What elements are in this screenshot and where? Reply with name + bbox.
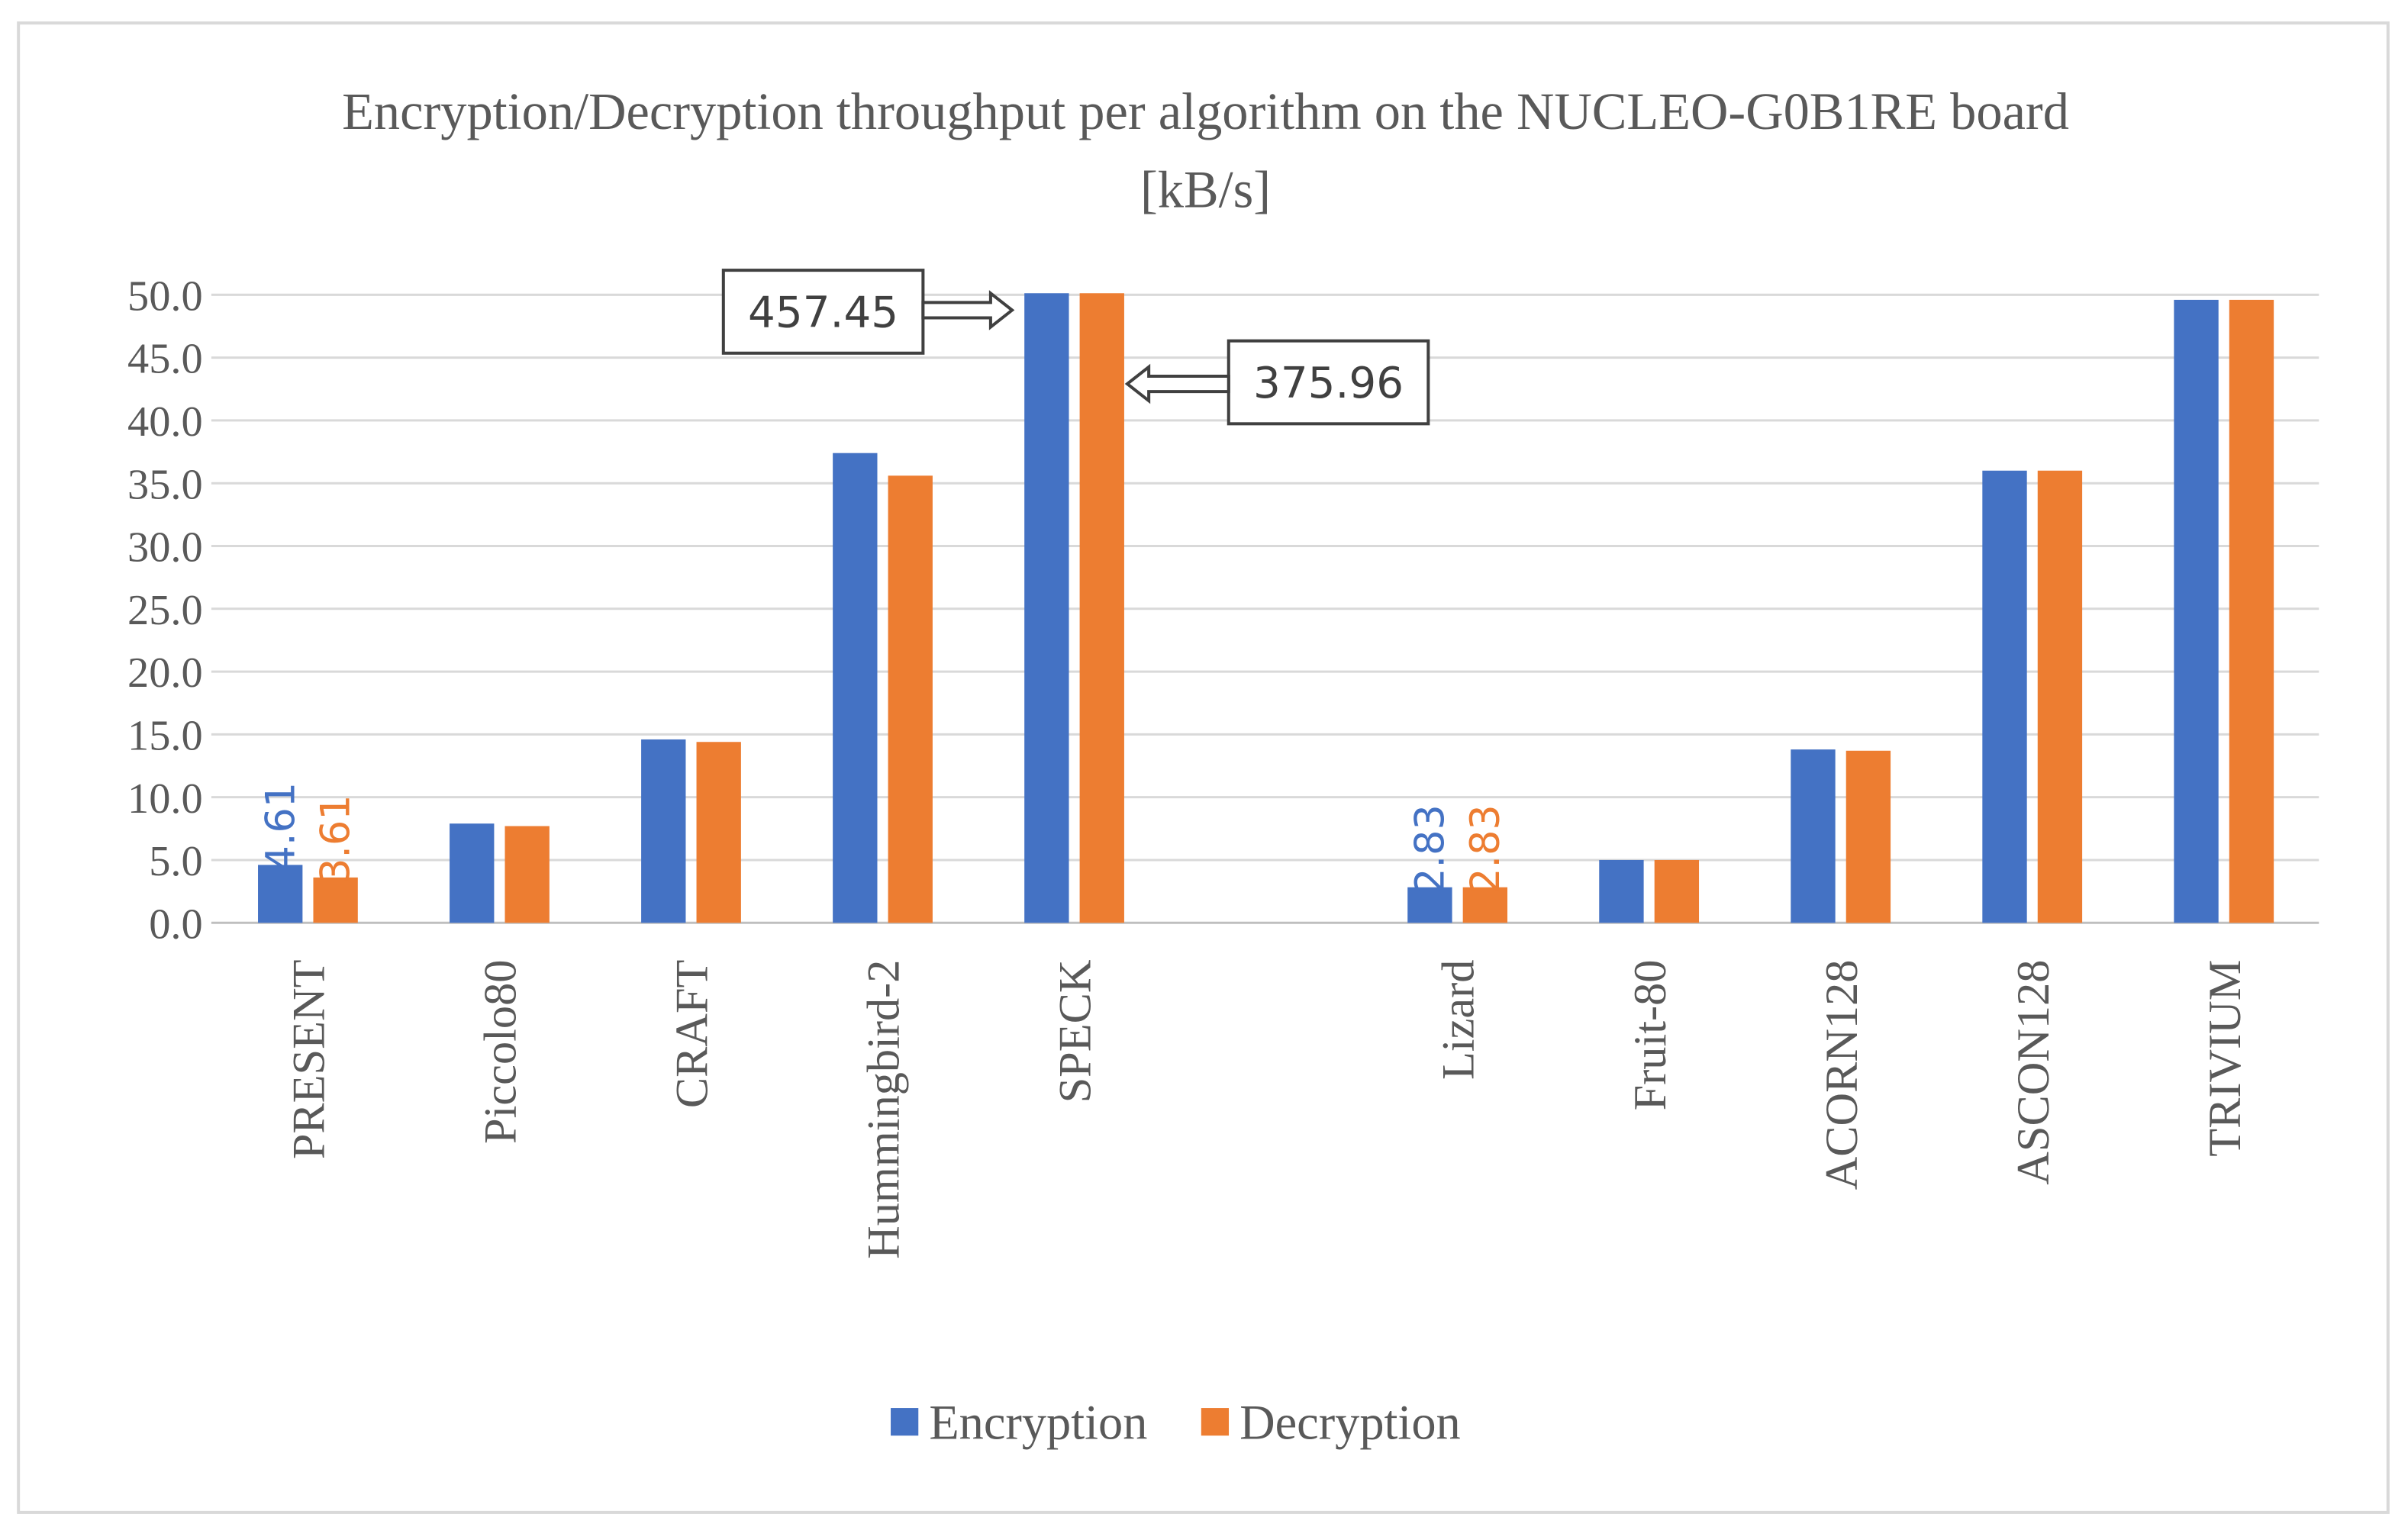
callout-arrow — [1124, 363, 1230, 404]
y-tick-label: 0.0 — [149, 900, 202, 948]
bar — [1079, 293, 1124, 923]
y-tick-label: 45.0 — [127, 336, 203, 383]
x-tick-label: TRIVIUM — [2200, 960, 2251, 1157]
data-label: 2.83 — [1462, 804, 1509, 893]
chart-border — [17, 21, 2390, 1514]
callout-box — [1227, 339, 1430, 426]
bar — [1407, 887, 1452, 923]
x-tick-label: Piccolo80 — [475, 960, 527, 1144]
x-tick-label: ASCON128 — [2008, 960, 2059, 1185]
y-tick-label: 10.0 — [127, 775, 203, 823]
x-tick-label: PRESENT — [284, 960, 335, 1160]
bar — [504, 826, 550, 923]
legend-label: Encryption — [929, 1395, 1147, 1449]
y-tick-label: 15.0 — [127, 712, 203, 759]
chart-title: Encryption/Decryption throughput per alg… — [342, 84, 2069, 220]
y-tick-label: 25.0 — [127, 587, 203, 634]
y-tick-label: 40.0 — [127, 398, 203, 446]
data-label: 457.45 — [748, 288, 898, 338]
legend-label: Decryption — [1239, 1395, 1461, 1449]
bar — [888, 475, 933, 923]
callout-box — [721, 269, 925, 355]
bar — [833, 453, 878, 923]
y-tick-label: 20.0 — [127, 649, 203, 697]
bar — [2229, 299, 2274, 923]
bar — [2037, 470, 2083, 923]
bar — [1845, 750, 1891, 923]
legend-swatch — [891, 1408, 919, 1436]
legend-swatch — [1201, 1408, 1230, 1436]
y-tick-label: 5.0 — [149, 838, 202, 885]
bar — [1791, 749, 1836, 923]
x-tick-label: CRAFT — [667, 960, 718, 1109]
title-box: Encryption/Decryption throughput per alg… — [342, 84, 2069, 220]
bar — [258, 865, 303, 923]
data-label: 3.61 — [313, 794, 359, 883]
y-tick-label: 30.0 — [127, 524, 203, 572]
bar — [1024, 293, 1069, 923]
y-tick-label: 50.0 — [127, 272, 203, 320]
data-label: 2.83 — [1407, 804, 1454, 893]
bar — [1982, 470, 2027, 923]
bar — [1462, 887, 1508, 923]
bar — [696, 742, 741, 923]
callout-arrow — [921, 290, 1015, 330]
bar — [641, 739, 686, 923]
bar — [2174, 299, 2219, 923]
bar — [1654, 859, 1700, 923]
y-tick-label: 35.0 — [127, 461, 203, 508]
data-label: 4.61 — [257, 782, 304, 871]
bar — [313, 877, 358, 923]
x-tick-label: Fruit-80 — [1625, 960, 1676, 1111]
data-label: 375.96 — [1253, 359, 1404, 408]
x-tick-label: ACORN128 — [1816, 960, 1868, 1190]
bar — [450, 823, 495, 923]
x-tick-label: Hummingbird-2 — [859, 960, 910, 1259]
x-tick-label: SPECK — [1050, 960, 1101, 1103]
bar — [1599, 859, 1644, 923]
x-tick-label: Lizard — [1433, 960, 1484, 1081]
